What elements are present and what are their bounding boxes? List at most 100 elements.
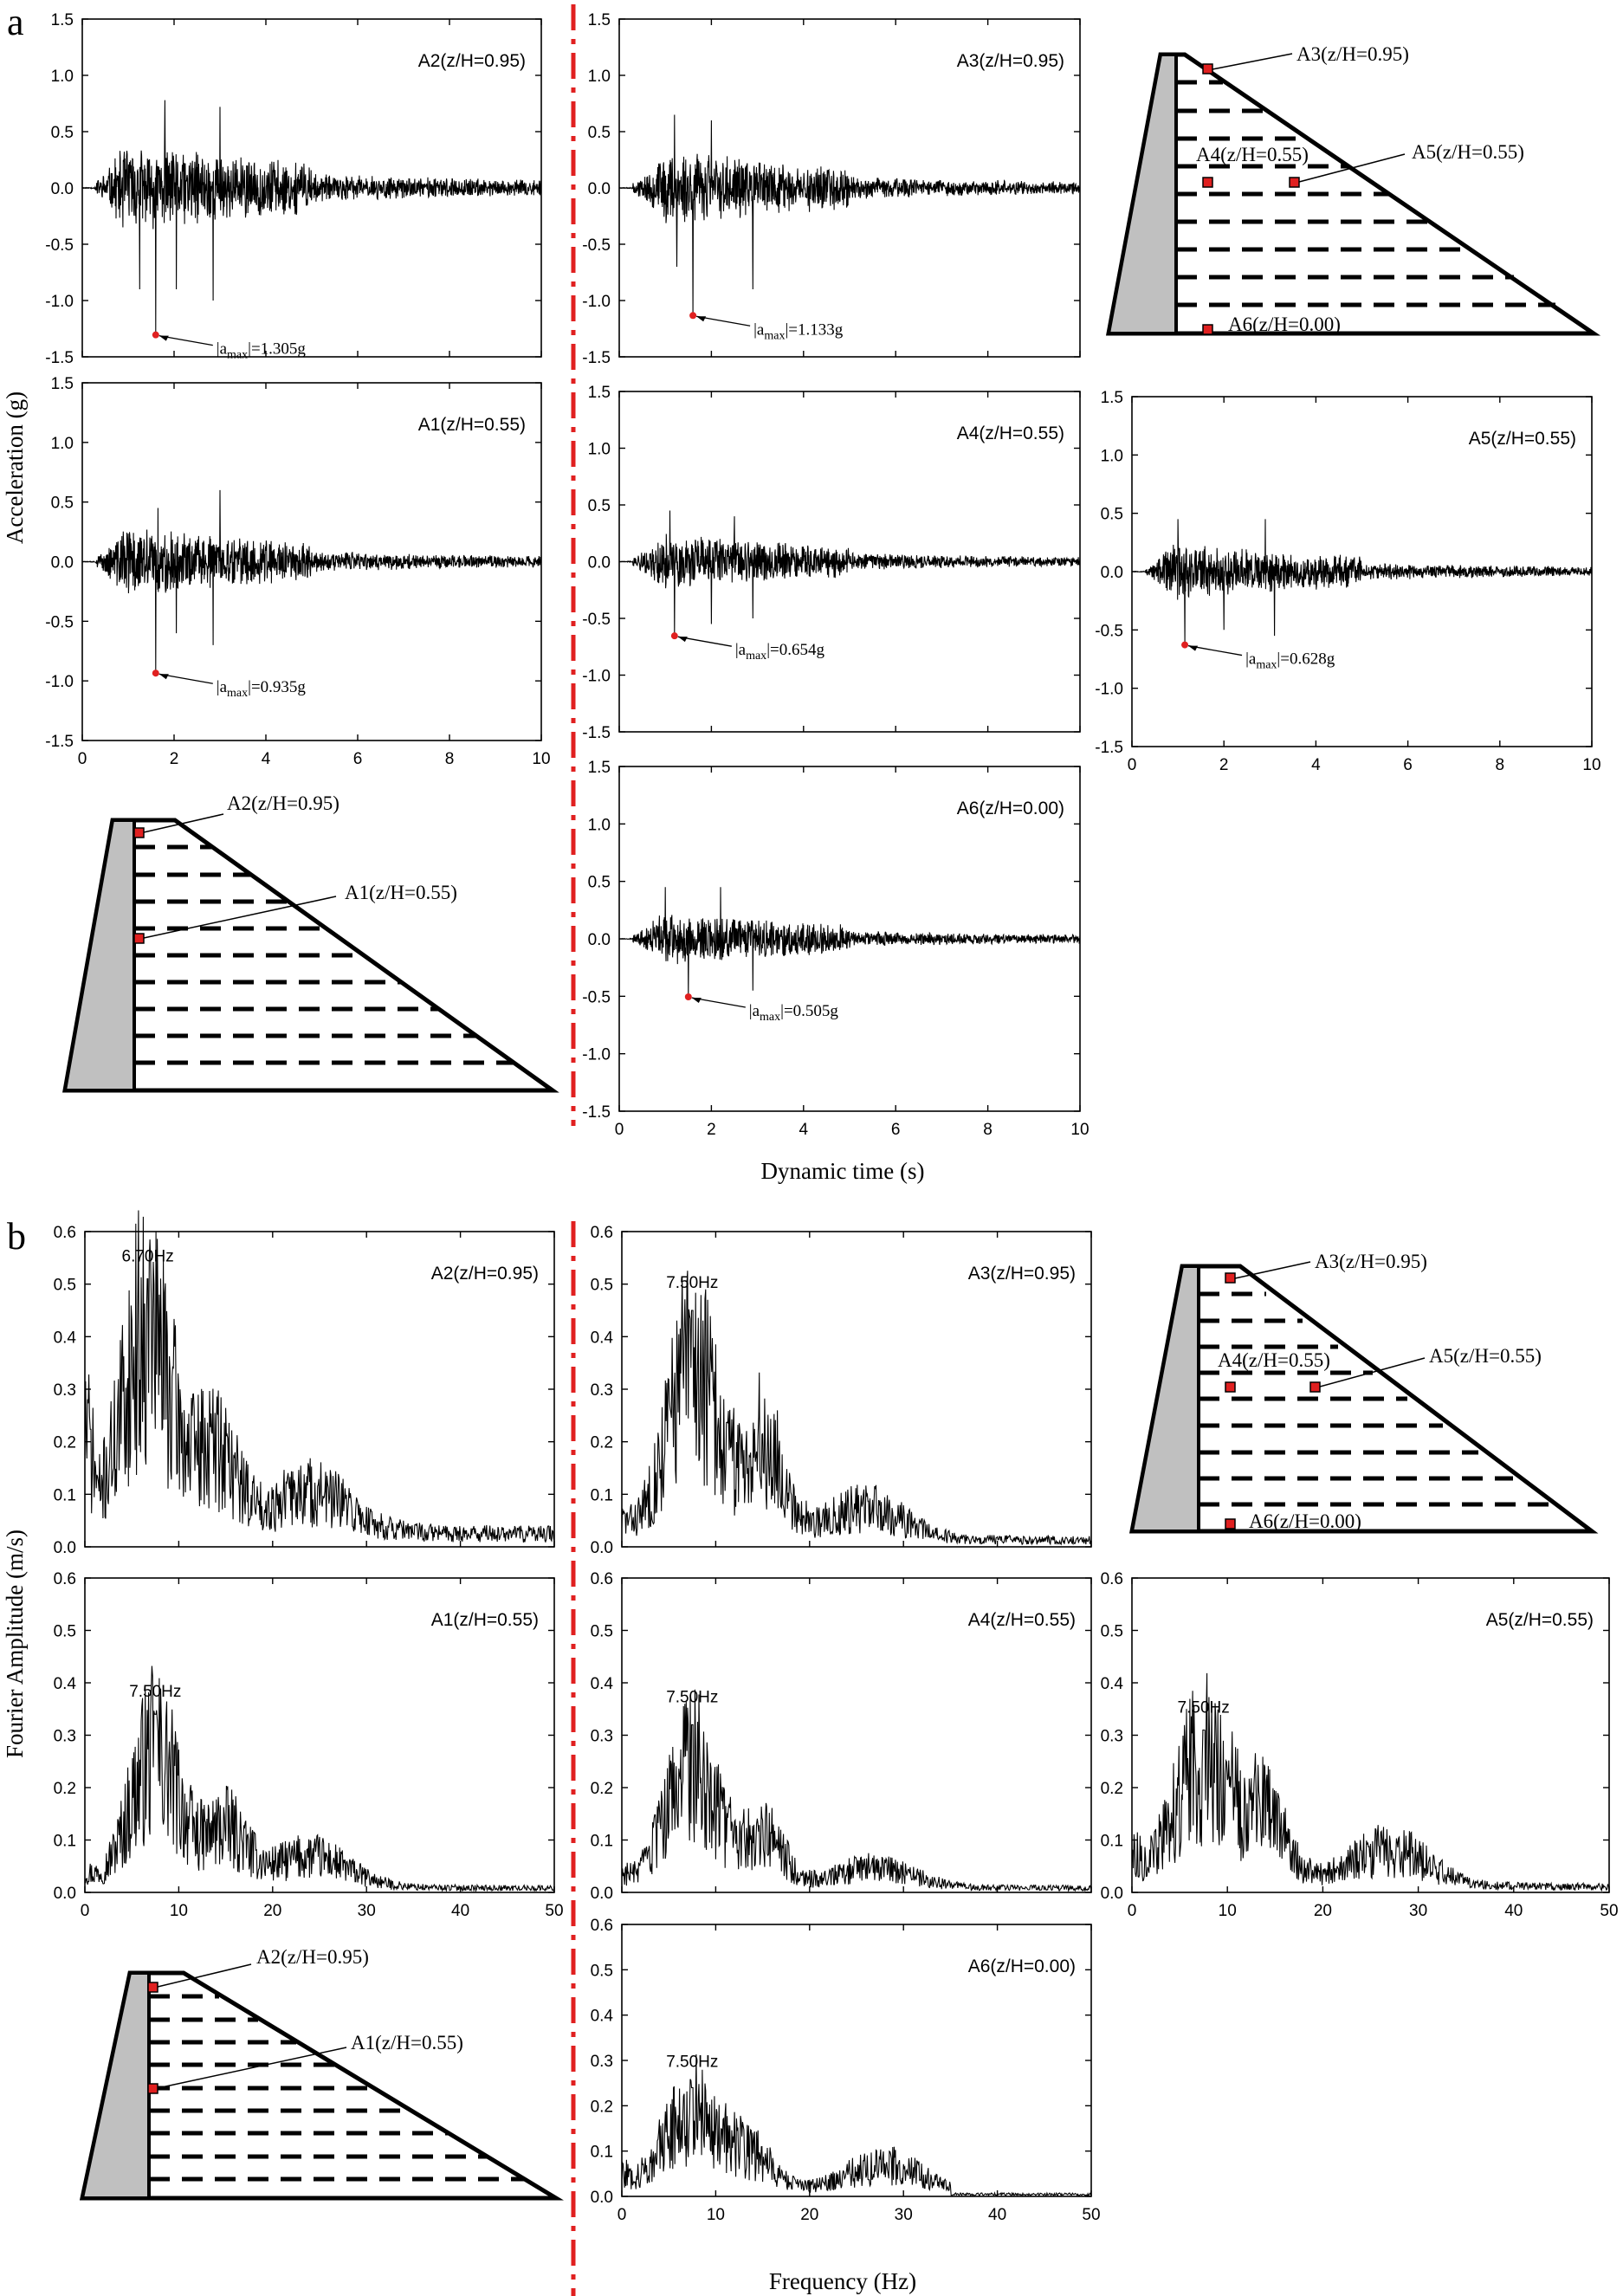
peak-annotation-sub: max [227, 349, 248, 362]
x-tick-label: 0 [78, 750, 87, 768]
y-tick-label: -0.5 [582, 611, 611, 629]
panel-label: A1(z/H=0.55) [431, 1610, 539, 1630]
y-tick-label: 0.5 [591, 1623, 613, 1641]
panel-label: A6(z/H=0.00) [957, 799, 1064, 818]
chart-b-A3: 0.0 0.1 0.2 0.3 0.4 0.5 0.6 A3(z/H=0.95) 7.50Hz [591, 1224, 1092, 1557]
peak-annotation-main: |a [749, 1002, 760, 1020]
panel-label: A4(z/H=0.55) [957, 424, 1064, 443]
y-tick-label: 1.0 [1101, 447, 1123, 465]
peak-annotation: |amax|=0.505g [749, 1002, 839, 1024]
y-tick-label: 0.0 [591, 2189, 613, 2207]
y-tick-label: 0.5 [54, 1277, 76, 1295]
x-tick-label: 6 [353, 750, 363, 768]
y-tick-label: 0.0 [588, 180, 611, 198]
y-tick-label: -0.5 [1095, 622, 1123, 640]
series-line [84, 1210, 555, 1543]
peak-arrowhead [158, 335, 169, 341]
x-tick-label: 30 [895, 2206, 913, 2224]
peak-annotation-main: |a [753, 320, 765, 339]
chart-b-A4: 0.0 0.1 0.2 0.3 0.4 0.5 0.6 A4(z/H=0.55) 7.50Hz [591, 1570, 1092, 1903]
peak-marker [689, 312, 697, 320]
y-tick-label: 0.4 [54, 1675, 77, 1693]
diagram-a-label-A4: A4(z/H=0.55) [1196, 144, 1309, 165]
y-tick-label: 1.5 [51, 11, 74, 29]
x-tick-label: 8 [983, 1121, 993, 1139]
diagram-b-label-A1: A1(z/H=0.55) [351, 2032, 463, 2053]
x-tick-label: 6 [1403, 756, 1413, 774]
plots: -1.5-1.0-0.50.00.51.01.5A2(z/H=0.95)|ama… [45, 11, 1618, 2224]
panel-label: A5(z/H=0.55) [1469, 429, 1576, 449]
series-line [1131, 519, 1593, 645]
series-line [82, 100, 542, 335]
chart-b-A5: 0.0 0.1 0.2 0.3 0.4 0.5 0.6 0 10 20 30 40 50 A5(z/H=0… [1101, 1570, 1619, 1920]
y-tick-label: -1.5 [1095, 739, 1123, 757]
y-tick-label: -1.5 [45, 733, 74, 751]
x-tick-label: 4 [799, 1121, 809, 1139]
peak-annotation: |amax|=0.935g [217, 678, 307, 700]
y-tick-label: -0.5 [582, 236, 611, 255]
x-tick-label: 0 [1128, 1902, 1137, 1920]
peak-arrowhead [158, 674, 169, 680]
peak-arrowhead [691, 997, 702, 1003]
y-tick-label: 0.2 [54, 1434, 76, 1452]
x-tick-label: 30 [1409, 1902, 1427, 1920]
y-tick-label: -1.5 [582, 349, 611, 367]
ylabel-b: Fourier Amplitude (m/s) [2, 1530, 28, 1758]
diagram-b-label-A4: A4(z/H=0.55) [1218, 1349, 1330, 1371]
y-tick-label: 0.5 [588, 124, 611, 142]
peak-arrowhead [696, 316, 707, 322]
peak-annotation-sub: max [746, 650, 766, 663]
y-tick-label: -1.0 [582, 1046, 611, 1064]
y-tick-label: 0.3 [54, 1728, 76, 1746]
peak-annotation-value: |=0.935g [248, 678, 306, 696]
diagram-b-label-A3: A3(z/H=0.95) [1315, 1251, 1427, 1272]
y-tick-label: -1.0 [1095, 681, 1123, 699]
chart-a-A6: -1.5 -1.0 -0.5 0.0 0.5 1.0 1.5 0 2 4 6 8 10 A6(z/H=0.… [582, 759, 1089, 1139]
y-tick-label: 0.1 [54, 1486, 76, 1504]
peak-annotation-sub: max [760, 1011, 780, 1024]
x-tick-label: 0 [81, 1902, 90, 1920]
x-tick-label: 20 [263, 1902, 281, 1920]
y-tick-label: 0.6 [54, 1570, 76, 1588]
y-tick-label: 1.5 [1101, 389, 1123, 407]
y-tick-label: 0.3 [591, 1381, 613, 1400]
peak-annotation-sub: max [227, 687, 248, 700]
panel-label: A5(z/H=0.55) [1486, 1610, 1594, 1630]
chart-a-A5: -1.5 -1.0 -0.5 0.0 0.5 1.0 1.5 0 2 4 6 8 10 A5(z/H=0.… [1095, 389, 1600, 774]
dam-diagram-a-left: A2(z/H=0.95) A1(z/H=0.55) [62, 792, 559, 1093]
peak-arrow [691, 997, 746, 1008]
peak-arrow [158, 673, 213, 684]
x-tick-label: 10 [170, 1902, 188, 1920]
y-tick-label: 0.3 [1101, 1728, 1123, 1746]
y-tick-label: -1.0 [45, 293, 74, 311]
y-tick-label: 1.5 [588, 384, 611, 402]
y-tick-label: 0.5 [591, 1962, 613, 1980]
y-tick-label: 0.0 [51, 554, 74, 572]
y-tick-label: 0.5 [54, 1623, 76, 1641]
y-tick-label: 1.0 [51, 435, 74, 453]
y-tick-label: -1.5 [582, 1103, 611, 1122]
y-tick-label: 0.1 [1101, 1833, 1123, 1851]
y-tick-label: 0.5 [588, 874, 611, 892]
peak-marker [1181, 641, 1189, 649]
y-tick-label: 0.4 [591, 1329, 614, 1347]
y-tick-label: 0.1 [54, 1833, 76, 1851]
y-tick-label: 1.0 [588, 816, 611, 834]
y-tick-label: 0.6 [591, 1224, 613, 1242]
chart-b-A1: 0.0 0.1 0.2 0.3 0.4 0.5 0.6 0 10 20 30 40 50 A1(z/H=0… [54, 1570, 564, 1920]
xlabel-a: Dynamic time (s) [761, 1158, 925, 1184]
x-tick-label: 20 [1314, 1902, 1332, 1920]
panel-letter-a: a [7, 1, 24, 43]
y-tick-label: 0.6 [591, 1570, 613, 1588]
y-tick-label: 0.3 [591, 2053, 613, 2071]
y-tick-label: 0.5 [1101, 506, 1123, 524]
peak-frequency-label: 7.50Hz [1178, 1698, 1230, 1717]
peak-annotation-value: |=1.305g [248, 340, 306, 359]
peak-annotation-value: |=0.505g [780, 1002, 838, 1020]
series-line [618, 510, 1081, 637]
x-tick-label: 0 [1128, 756, 1137, 774]
panel-label: A2(z/H=0.95) [418, 51, 526, 71]
peak-marker [670, 632, 678, 640]
peak-annotation-value: |=0.654g [766, 641, 824, 659]
